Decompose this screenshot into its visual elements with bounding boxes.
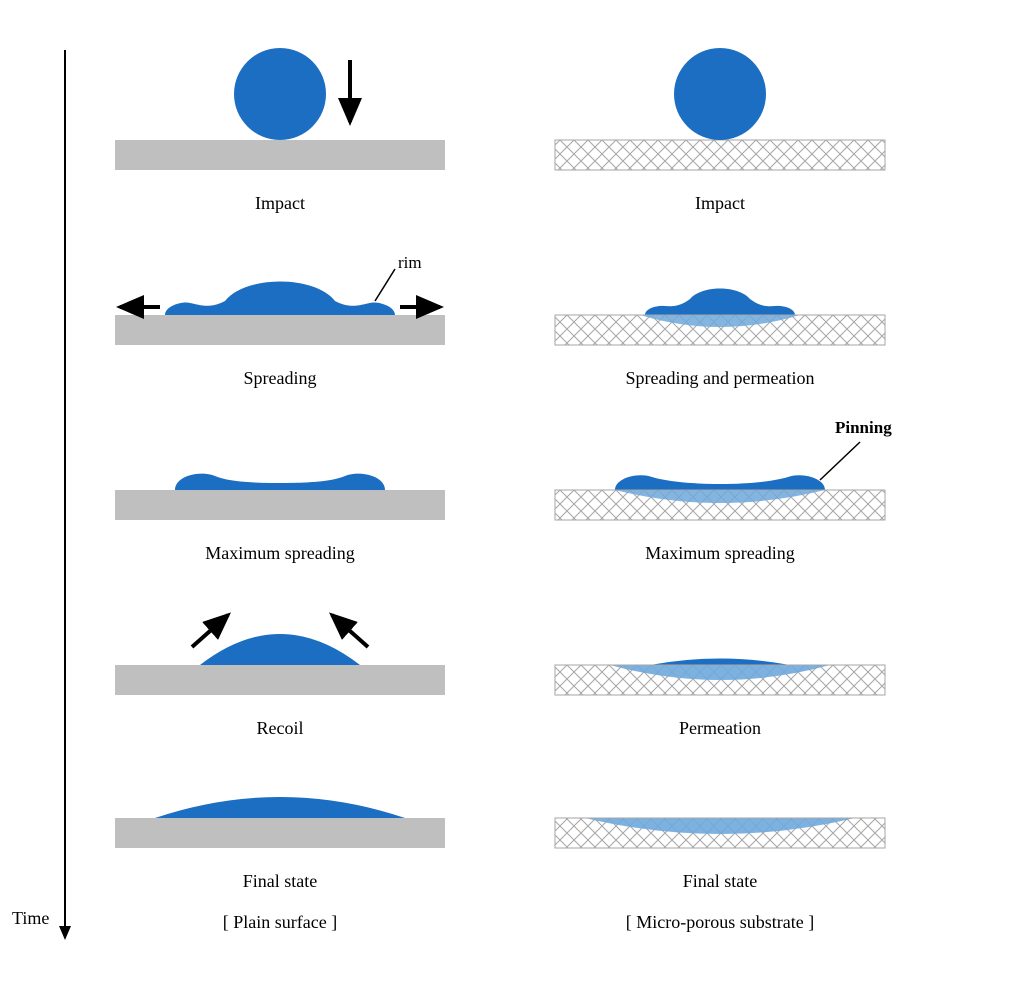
label-left-maxspread: Maximum spreading <box>80 543 480 564</box>
label-left-spreading: Spreading <box>80 368 480 389</box>
pinning-annotation: Pinning <box>835 418 892 438</box>
column-title-left: [ Plain surface ] <box>80 912 480 933</box>
column-title-right: [ Micro-porous substrate ] <box>520 912 920 933</box>
label-right-permeation: Permeation <box>520 718 920 739</box>
label-right-final: Final state <box>520 871 920 892</box>
droplet-impact-diagram <box>0 0 1033 981</box>
label-left-recoil: Recoil <box>80 718 480 739</box>
label-left-final: Final state <box>80 871 480 892</box>
label-right-spreading: Spreading and permeation <box>520 368 920 389</box>
label-right-maxspread: Maximum spreading <box>520 543 920 564</box>
time-axis-label: Time <box>12 908 49 929</box>
label-left-impact: Impact <box>80 193 480 214</box>
rim-annotation: rim <box>398 253 422 273</box>
label-right-impact: Impact <box>520 193 920 214</box>
